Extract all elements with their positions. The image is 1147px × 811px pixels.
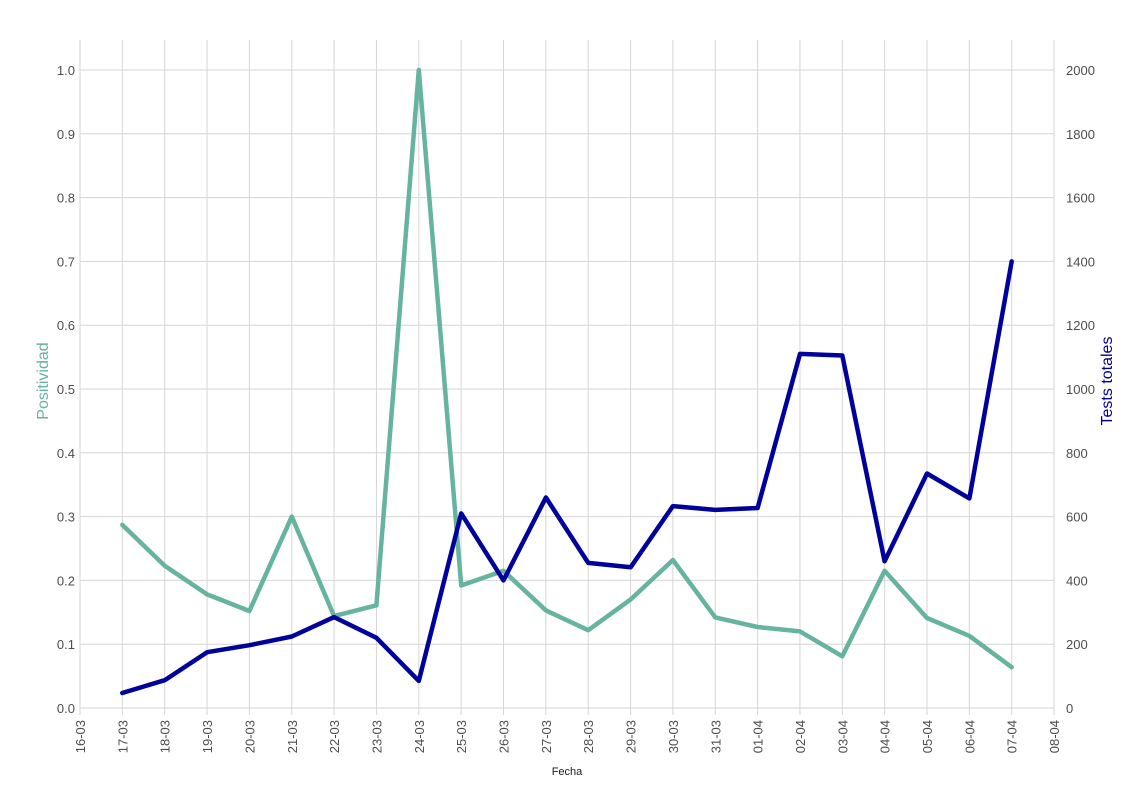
y-right-tick-label: 600 bbox=[1066, 510, 1088, 525]
x-tick-label: 03-04 bbox=[835, 720, 850, 753]
x-tick-label: 24-03 bbox=[412, 720, 427, 753]
x-tick-label: 16-03 bbox=[73, 720, 88, 753]
left-axis-ticks: 0.0 0.1 0.2 0.3 0.4 0.5 0.6 0.7 0.8 0.9 1.0 bbox=[57, 63, 75, 716]
y-left-tick-label: 0.9 bbox=[57, 127, 75, 142]
y-right-tick-label: 200 bbox=[1066, 637, 1088, 652]
x-tick-label: 01-04 bbox=[751, 720, 766, 753]
x-tick-label: 30-03 bbox=[666, 720, 681, 753]
x-tick-label: 18-03 bbox=[158, 720, 173, 753]
x-tick-label: 27-03 bbox=[539, 720, 554, 753]
x-tick-label: 08-04 bbox=[1047, 720, 1062, 753]
x-axis-ticks: 16-03 17-03 18-03 19-03 20-03 21-03 22-03 23-03… bbox=[73, 720, 1062, 753]
right-axis-ticks: 0 200 400 600 800 1000 1200 1400 1600 1800 2000 bbox=[1066, 63, 1095, 716]
x-tick-label: 20-03 bbox=[242, 720, 257, 753]
y-left-tick-label: 0.6 bbox=[57, 318, 75, 333]
x-tick-label: 02-04 bbox=[793, 720, 808, 753]
y-right-tick-label: 2000 bbox=[1066, 63, 1095, 78]
x-tick-label: 19-03 bbox=[200, 720, 215, 753]
tests-totales-series-line bbox=[120, 259, 1014, 696]
x-tick-label: 21-03 bbox=[285, 720, 300, 753]
x-tick-label: 31-03 bbox=[708, 720, 723, 753]
grid bbox=[79, 40, 1055, 715]
y-right-tick-label: 1800 bbox=[1066, 127, 1095, 142]
x-tick-label: 22-03 bbox=[327, 720, 342, 753]
y-left-tick-label: 0.8 bbox=[57, 191, 75, 206]
y-left-tick-label: 0.2 bbox=[57, 573, 75, 588]
y-left-tick-label: 1.0 bbox=[57, 63, 75, 78]
y-right-tick-label: 800 bbox=[1066, 446, 1088, 461]
series bbox=[120, 67, 1014, 696]
y-right-tick-label: 1400 bbox=[1066, 254, 1095, 269]
x-tick-label: 05-04 bbox=[920, 720, 935, 753]
y-left-tick-label: 0.4 bbox=[57, 446, 75, 461]
y-right-tick-label: 1600 bbox=[1066, 191, 1095, 206]
y-left-tick-label: 0.1 bbox=[57, 637, 75, 652]
y-left-tick-label: 0.5 bbox=[57, 382, 75, 397]
y-left-tick-label: 0.3 bbox=[57, 510, 75, 525]
x-tick-label: 29-03 bbox=[624, 720, 639, 753]
x-axis-title: Fecha bbox=[552, 766, 583, 778]
x-tick-label: 07-04 bbox=[1005, 720, 1020, 753]
y-right-tick-label: 1200 bbox=[1066, 318, 1095, 333]
y-left-tick-label: 0.0 bbox=[57, 701, 75, 716]
positividad-series-line bbox=[120, 67, 1014, 670]
y-left-axis-title: Positividad bbox=[35, 342, 52, 419]
x-tick-label: 04-04 bbox=[878, 720, 893, 753]
x-tick-label: 17-03 bbox=[115, 720, 130, 753]
y-left-tick-label: 0.7 bbox=[57, 254, 75, 269]
y-right-tick-label: 1000 bbox=[1066, 382, 1095, 397]
x-tick-label: 23-03 bbox=[369, 720, 384, 753]
x-tick-label: 06-04 bbox=[962, 720, 977, 753]
y-right-tick-label: 400 bbox=[1066, 573, 1088, 588]
x-tick-label: 26-03 bbox=[497, 720, 512, 753]
x-tick-label: 28-03 bbox=[581, 720, 596, 753]
x-tick-label: 25-03 bbox=[454, 720, 469, 753]
y-right-tick-label: 0 bbox=[1066, 701, 1073, 716]
y-right-axis-title: Tests totales bbox=[1099, 337, 1116, 426]
